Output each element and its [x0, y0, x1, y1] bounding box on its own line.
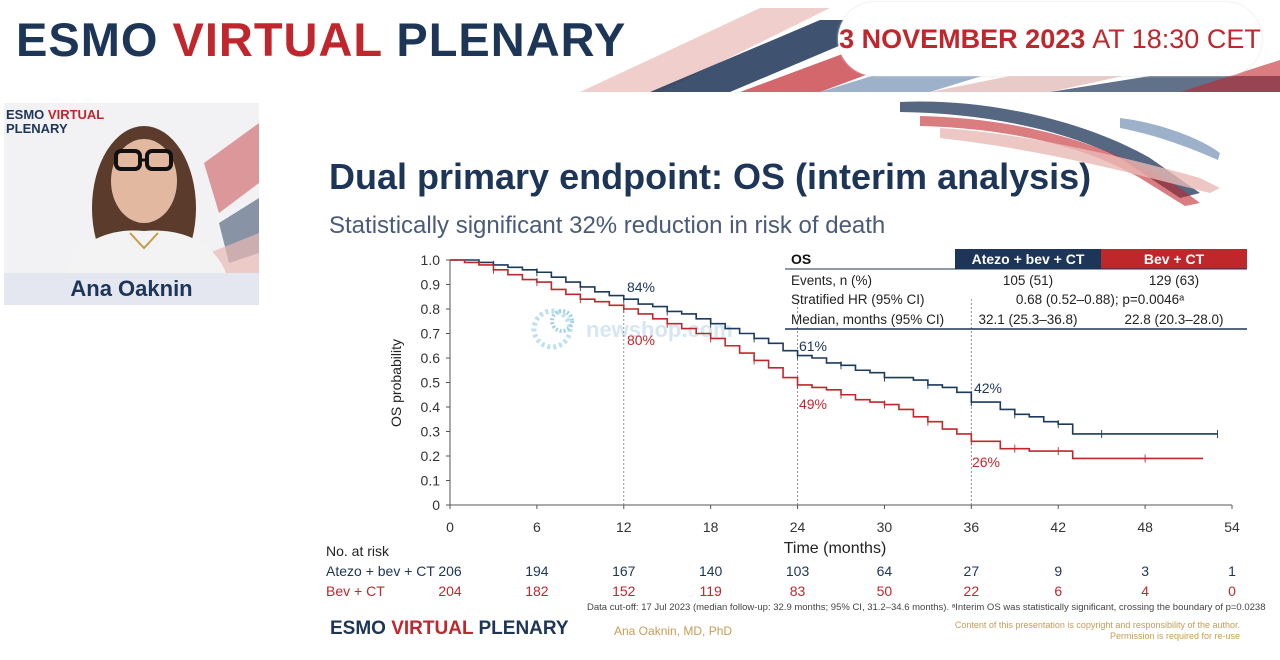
at-risk-value: 206	[438, 563, 462, 579]
slide-title: Dual primary endpoint: OS (interim analy…	[329, 156, 1092, 197]
table-cell: 32.1 (25.3–36.8)	[978, 312, 1077, 327]
data-cutoff-note: Data cut-off: 17 Jul 2023 (median follow…	[587, 602, 1266, 613]
footer-permission: Permission is required for re-use	[1109, 631, 1240, 641]
at-risk-row-label: Atezo + bev + CT	[326, 563, 435, 579]
x-tick-label: 30	[877, 519, 893, 535]
table-header-atezo: Atezo + bev + CT	[972, 251, 1085, 267]
at-risk-value: 6	[1054, 583, 1062, 599]
y-tick-label: 0.4	[421, 399, 441, 415]
landmark-label: 42%	[974, 380, 1002, 396]
landmark-label: 84%	[627, 279, 655, 295]
date-text: 3 NOVEMBER 2023	[839, 23, 1086, 54]
y-tick-label: 0.2	[421, 448, 441, 464]
time-text: AT 18:30 CET	[1092, 23, 1261, 54]
table-header-bev: Bev + CT	[1144, 251, 1205, 267]
at-risk-title: No. at risk	[326, 543, 390, 559]
at-risk-value: 182	[525, 583, 549, 599]
y-tick-label: 0.1	[421, 473, 441, 489]
x-tick-label: 36	[964, 519, 980, 535]
at-risk-value: 22	[964, 583, 980, 599]
y-tick-label: 0.5	[421, 375, 441, 391]
at-risk-value: 0	[1228, 583, 1236, 599]
watermark-logo	[531, 308, 574, 350]
x-tick-label: 54	[1224, 519, 1240, 535]
watermark-text: newshop.com	[586, 317, 733, 342]
footer-author: Ana Oaknin, MD, PhD	[614, 624, 733, 638]
y-tick-label: 0.8	[421, 301, 441, 317]
footer-logo: ESMO VIRTUAL PLENARY	[330, 618, 569, 639]
at-risk-value: 27	[964, 563, 980, 579]
slide-decoration	[900, 101, 1220, 206]
table-row-label: Median, months (95% CI)	[791, 312, 944, 327]
at-risk-value: 194	[525, 563, 549, 579]
at-risk-value: 50	[877, 583, 893, 599]
x-tick-label: 24	[790, 519, 806, 535]
y-tick-label: 0	[432, 497, 440, 513]
header-title: ESMO VIRTUAL PLENARY	[16, 13, 627, 66]
at-risk-value: 9	[1054, 563, 1062, 579]
speaker-name: Ana Oaknin	[4, 273, 259, 305]
y-tick-label: 0.6	[421, 350, 441, 366]
at-risk-value: 152	[612, 583, 636, 599]
x-tick-label: 12	[616, 519, 632, 535]
speaker-video-panel: ESMO VIRTUAL PLENARY Ana Oaknin	[4, 103, 259, 305]
at-risk-value: 140	[699, 563, 723, 579]
y-axis-label: OS probability	[388, 339, 404, 427]
table-cell: 129 (63)	[1149, 273, 1199, 288]
at-risk-value: 83	[790, 583, 806, 599]
table-header-label: OS	[791, 251, 811, 267]
y-tick-label: 0.7	[421, 326, 441, 342]
at-risk-value: 4	[1141, 583, 1149, 599]
at-risk-row-label: Bev + CT	[326, 583, 385, 599]
x-tick-label: 18	[703, 519, 719, 535]
speaker-portrait	[64, 123, 259, 290]
landmark-label: 26%	[972, 454, 1000, 470]
y-tick-label: 0.3	[421, 424, 441, 440]
x-tick-label: 6	[533, 519, 541, 535]
y-tick-label: 0.9	[421, 277, 441, 293]
atezo-curve	[450, 259, 1218, 435]
x-tick-label: 0	[446, 519, 454, 535]
landmark-label: 49%	[799, 396, 827, 412]
x-axis-label: Time (months)	[784, 540, 887, 557]
footer-copyright: Content of this presentation is copyrigh…	[954, 620, 1240, 630]
table-cell: 105 (51)	[1003, 273, 1053, 288]
at-risk-value: 64	[877, 563, 893, 579]
table-cell: 0.68 (0.52–0.88); p=0.0046ᵃ	[1016, 292, 1185, 307]
at-risk-value: 167	[612, 563, 636, 579]
at-risk-value: 1	[1228, 563, 1236, 579]
header-banner: ESMO VIRTUAL PLENARY 3 NOVEMBER 2023 AT …	[0, 0, 1280, 92]
slide-subtitle: Statistically significant 32% reduction …	[329, 212, 886, 239]
speaker-panel-logo: ESMO VIRTUAL PLENARY	[6, 107, 105, 136]
table-row-label: Stratified HR (95% CI)	[791, 292, 925, 307]
x-tick-label: 42	[1050, 519, 1066, 535]
at-risk-value: 103	[786, 563, 810, 579]
at-risk-value: 204	[438, 583, 462, 599]
at-risk-value: 3	[1141, 563, 1149, 579]
landmark-label: 80%	[627, 332, 655, 348]
x-tick-label: 48	[1137, 519, 1153, 535]
table-row-label: Events, n (%)	[791, 273, 872, 288]
table-header-atezo-bg	[955, 249, 1101, 269]
at-risk-value: 119	[700, 583, 723, 599]
speaker-video: ESMO VIRTUAL PLENARY	[4, 103, 259, 290]
y-tick-label: 1.0	[421, 252, 441, 268]
table-cell: 22.8 (20.3–28.0)	[1124, 312, 1223, 327]
date-badge: 3 NOVEMBER 2023 AT 18:30 CET	[838, 2, 1262, 76]
landmark-label: 61%	[799, 338, 827, 354]
table-header-bev-bg	[1101, 249, 1247, 269]
